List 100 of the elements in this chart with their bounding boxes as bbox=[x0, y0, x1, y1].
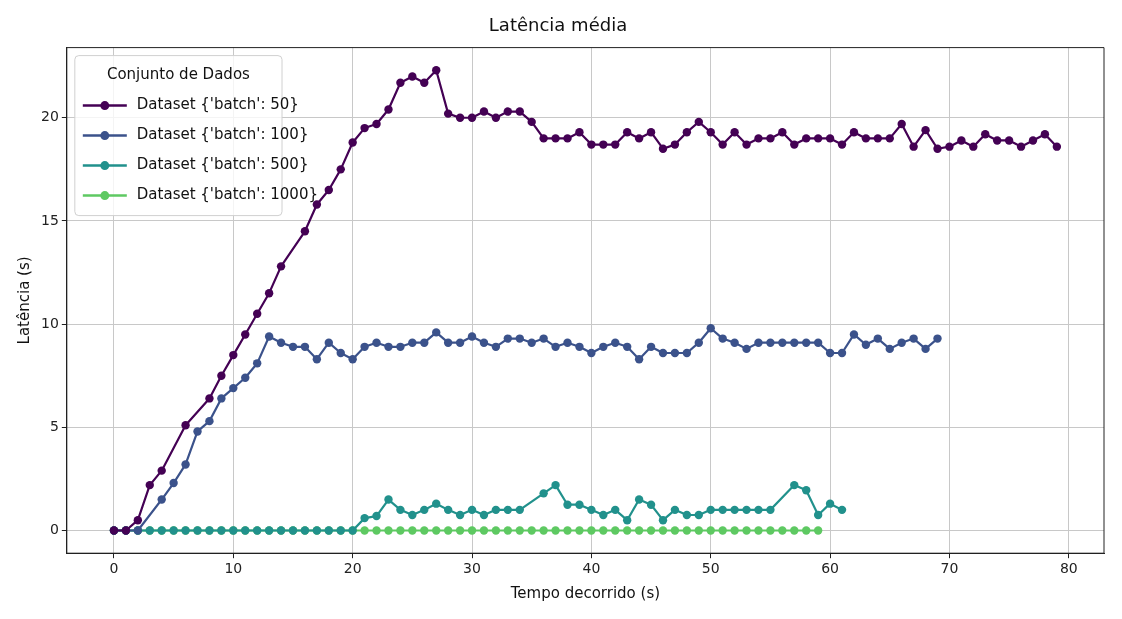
point bbox=[670, 505, 680, 515]
chart-title: Latência média bbox=[488, 14, 628, 36]
point bbox=[766, 526, 775, 535]
legend-label: Dataset {'batch': 50} bbox=[136, 95, 299, 114]
point bbox=[575, 526, 584, 535]
point bbox=[503, 505, 513, 515]
point bbox=[611, 526, 620, 535]
y-tick-label: 5 bbox=[49, 417, 59, 434]
point bbox=[503, 526, 513, 535]
point bbox=[372, 526, 381, 535]
x-tick-label: 70 bbox=[940, 560, 959, 577]
x-tick-label: 50 bbox=[701, 560, 720, 577]
point bbox=[742, 526, 751, 535]
point bbox=[539, 489, 548, 498]
point bbox=[622, 526, 632, 535]
point bbox=[467, 505, 477, 515]
point bbox=[420, 505, 429, 515]
point bbox=[396, 505, 405, 515]
point bbox=[813, 526, 823, 535]
point bbox=[575, 500, 584, 509]
x-tick-label: 40 bbox=[582, 560, 601, 577]
point bbox=[825, 499, 835, 508]
point bbox=[408, 526, 417, 535]
point bbox=[778, 526, 787, 535]
point bbox=[682, 526, 692, 535]
point bbox=[443, 526, 453, 535]
point bbox=[670, 526, 680, 535]
point bbox=[694, 526, 703, 535]
point bbox=[360, 526, 369, 535]
point bbox=[682, 510, 692, 520]
x-tick-label: 30 bbox=[463, 560, 481, 577]
point bbox=[479, 526, 489, 535]
legend-label: Dataset {'batch': 1000} bbox=[136, 185, 318, 204]
legend-label: Dataset {'batch': 100} bbox=[136, 125, 309, 144]
legend-label: Dataset {'batch': 500} bbox=[136, 155, 309, 174]
x-tick-label: 80 bbox=[1059, 560, 1078, 577]
point bbox=[706, 526, 715, 535]
point bbox=[837, 505, 847, 515]
x-tick-label: 0 bbox=[109, 560, 119, 577]
point bbox=[396, 526, 405, 535]
point bbox=[551, 480, 560, 490]
point bbox=[408, 510, 417, 520]
y-tick-label: 10 bbox=[40, 314, 59, 331]
point bbox=[420, 526, 429, 535]
y-axis-title: Latência (s) bbox=[14, 256, 33, 345]
point bbox=[622, 515, 632, 525]
point bbox=[515, 505, 524, 515]
y-tick-label: 20 bbox=[40, 108, 59, 125]
x-tick-label: 10 bbox=[224, 560, 243, 577]
point bbox=[599, 510, 608, 520]
point bbox=[658, 526, 668, 535]
point bbox=[455, 526, 465, 535]
point bbox=[372, 511, 381, 521]
point bbox=[754, 526, 763, 535]
point bbox=[432, 499, 441, 508]
point bbox=[491, 505, 501, 515]
point bbox=[730, 505, 739, 515]
point bbox=[432, 526, 441, 535]
x-axis-title: Tempo decorrido (s) bbox=[509, 583, 661, 602]
point bbox=[443, 505, 453, 515]
point bbox=[706, 505, 715, 515]
point bbox=[563, 500, 572, 509]
point bbox=[360, 513, 369, 523]
y-tick-label: 15 bbox=[40, 211, 59, 228]
point bbox=[766, 505, 775, 515]
point bbox=[802, 486, 811, 495]
point bbox=[455, 510, 465, 520]
point bbox=[467, 526, 477, 535]
point bbox=[730, 526, 739, 535]
point bbox=[539, 526, 548, 535]
point bbox=[634, 526, 644, 535]
y-tick-label: 0 bbox=[49, 521, 59, 538]
point bbox=[790, 526, 799, 535]
point bbox=[790, 480, 799, 490]
point bbox=[754, 505, 763, 515]
point bbox=[551, 526, 560, 535]
point bbox=[384, 495, 393, 504]
point bbox=[802, 526, 811, 535]
point bbox=[479, 510, 489, 520]
x-tick-label: 20 bbox=[343, 560, 362, 577]
point bbox=[515, 526, 524, 535]
point bbox=[587, 505, 596, 515]
point bbox=[527, 526, 536, 535]
point bbox=[813, 510, 823, 520]
legend-title: Conjunto de Dados bbox=[106, 65, 251, 84]
point bbox=[646, 526, 656, 535]
point bbox=[634, 495, 644, 504]
point bbox=[694, 510, 703, 520]
point bbox=[646, 500, 656, 509]
point bbox=[587, 526, 596, 535]
point bbox=[611, 505, 620, 515]
point bbox=[491, 526, 501, 535]
point bbox=[718, 526, 727, 535]
point bbox=[563, 526, 572, 535]
point bbox=[599, 526, 608, 535]
point bbox=[384, 526, 393, 535]
point bbox=[742, 505, 751, 515]
point bbox=[658, 515, 668, 525]
x-tick-label: 60 bbox=[821, 560, 839, 577]
point bbox=[718, 505, 727, 515]
